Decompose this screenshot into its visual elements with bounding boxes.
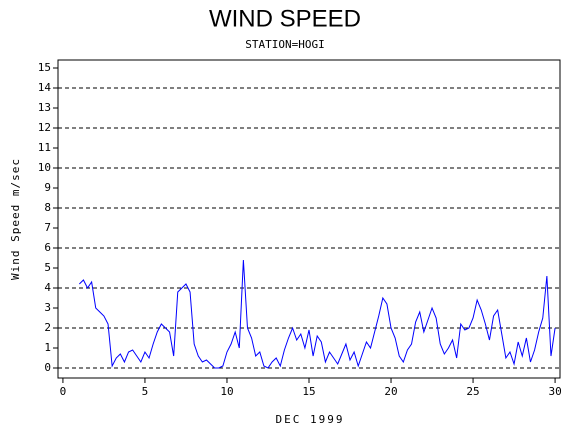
x-axis-label: DEC 1999: [276, 413, 345, 426]
y-tick-label: 13: [38, 101, 51, 114]
y-tick-label: 8: [44, 201, 51, 214]
data-line: [78, 259, 556, 369]
x-tick-label: 25: [466, 385, 479, 398]
x-tick-label: 20: [384, 385, 397, 398]
chart-title: WIND SPEED: [209, 5, 361, 32]
x-tick-label: 5: [142, 385, 149, 398]
y-tick-label: 15: [38, 61, 51, 74]
y-tick-label: 11: [38, 141, 51, 154]
y-tick-label: 4: [44, 281, 51, 294]
y-tick-label: 3: [44, 301, 51, 314]
y-tick-label: 7: [44, 221, 51, 234]
y-axis-label: Wind Speed m/sec: [9, 158, 22, 280]
x-tick-label: 30: [548, 385, 561, 398]
x-tick-label: 10: [220, 385, 233, 398]
y-tick-label: 9: [44, 181, 51, 194]
y-tick-label: 6: [44, 241, 51, 254]
y-tick-label: 2: [44, 321, 51, 334]
y-tick-label: 10: [38, 161, 51, 174]
y-tick-label: 12: [38, 121, 51, 134]
y-tick-label: 1: [44, 341, 51, 354]
x-tick-label: 15: [302, 385, 315, 398]
y-tick-label: 14: [38, 81, 52, 94]
chart-subtitle: STATION=HOGI: [245, 38, 324, 51]
y-tick-label: 5: [44, 261, 51, 274]
y-tick-label: 0: [44, 361, 51, 374]
x-tick-label: 0: [60, 385, 67, 398]
